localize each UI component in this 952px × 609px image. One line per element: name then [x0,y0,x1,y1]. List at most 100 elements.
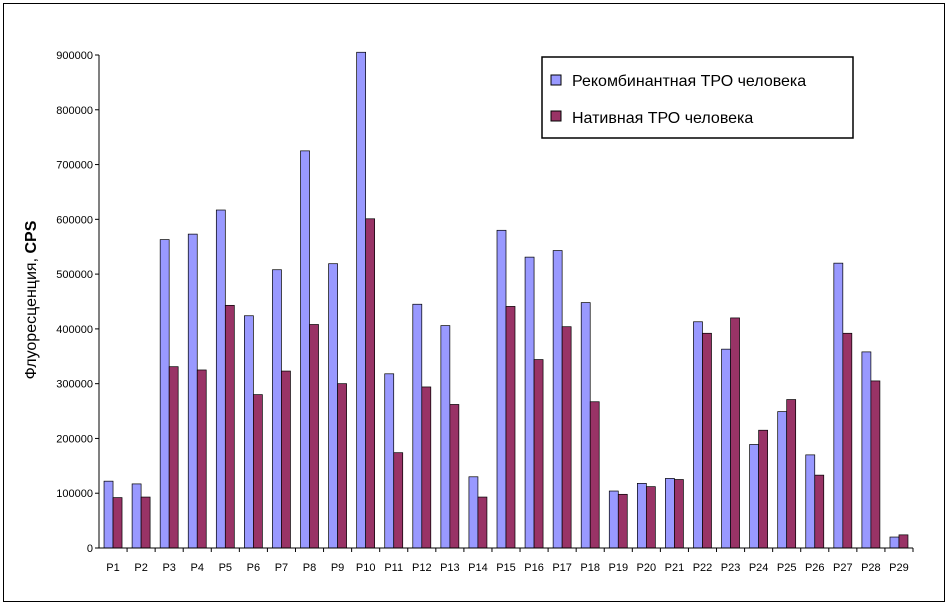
x-category-label: P23 [721,562,741,574]
bar-recombinant-P19 [608,490,619,549]
x-category-label: P15 [496,562,516,574]
bar-recombinant-P27 [833,262,844,549]
y-tick-label: 300000 [56,379,93,391]
x-category-label: P3 [162,562,175,574]
bar-recombinant-P22 [693,321,703,549]
x-axis-categories: P1 P2 P3 P4 P5 P6 P7 P8 P9 P10 P11 P12 P13 P14 P15 P16 P… [106,548,914,574]
bar-native-P3 [168,366,179,549]
x-category-label: P10 [356,562,376,574]
x-category-label: P12 [412,562,432,574]
bar-recombinant-P13 [440,325,451,549]
x-category-label: P20 [637,562,657,574]
bar-recombinant-P12 [412,303,423,549]
bar-recombinant-P10 [356,51,367,549]
x-category-label: P11 [384,562,403,574]
x-category-label: P22 [693,562,713,574]
bar-native-P17 [561,326,572,549]
y-tick-label: 0 [87,543,93,555]
y-tick-label: 800000 [56,105,93,117]
bar-recombinant-P1 [103,480,114,549]
y-tick-label: 500000 [56,269,93,281]
x-category-label: P26 [805,562,825,574]
y-tick-label: 200000 [56,433,93,445]
x-category-label: P8 [303,562,316,574]
bar-recombinant-P26 [805,454,816,549]
bar-recombinant-P28 [861,351,872,549]
bar-recombinant-P23 [721,348,731,549]
x-category-label: P25 [777,562,797,574]
x-category-label: P17 [552,562,572,574]
x-category-label: P13 [440,562,460,574]
bar-native-P11 [393,452,404,549]
legend-swatch-native [550,110,562,122]
bar-recombinant-P8 [300,150,310,549]
x-category-label: P16 [524,562,544,574]
bar-native-P20 [645,486,656,549]
bar-native-P5 [224,304,235,549]
legend-swatch-recombinant [550,74,562,86]
bar-recombinant-P9 [328,263,338,549]
bar-recombinant-P6 [244,315,254,549]
bar-native-P27 [842,332,853,549]
bar-native-P25 [786,399,797,549]
bar-native-P23 [730,317,740,549]
bar-native-P6 [253,394,263,549]
bar-recombinant-P4 [187,233,198,549]
bar-recombinant-P11 [384,373,395,549]
y-axis-ticks: 0 100000 200000 300000 400000 500000 600000 700… [56,50,99,555]
bar-native-P12 [421,386,432,549]
bar-native-P18 [589,401,600,549]
x-category-label: P27 [833,562,853,574]
bar-native-P21 [674,479,684,549]
bar-native-P1 [112,497,123,549]
legend-box [541,56,854,139]
bar-recombinant-P7 [272,269,282,549]
bar-native-P16 [533,359,544,549]
legend-label-native: Нативная ТРО человека [572,110,753,127]
x-category-label: P19 [608,562,628,574]
x-category-label: P28 [861,562,881,574]
bar-recombinant-P21 [665,478,675,549]
y-tick-label: 700000 [56,160,93,172]
legend: Рекомбинантная ТРО человека Нативная ТРО… [541,56,854,139]
bar-recombinant-P15 [496,229,507,549]
bar-native-P2 [140,496,151,549]
bar-native-P28 [870,380,881,549]
bar-recombinant-P5 [215,209,226,549]
bar-native-P4 [196,369,207,549]
bar-recombinant-P25 [777,411,788,549]
bar-native-P24 [758,429,768,549]
bar-recombinant-P24 [749,444,759,549]
bar-recombinant-P14 [468,476,479,549]
bar-native-P13 [449,404,460,549]
x-category-label: P4 [191,562,204,574]
bar-native-P29 [898,534,909,549]
x-category-label: P5 [219,562,232,574]
legend-label-recombinant: Рекомбинантная ТРО человека [572,73,806,90]
bar-recombinant-P16 [524,256,535,549]
x-category-label: P18 [580,562,600,574]
y-axis-label: Флуоресценция, CPS [23,220,40,379]
bar-recombinant-P3 [159,239,170,549]
bar-native-P10 [365,218,376,549]
x-category-label: P1 [106,562,119,574]
bar-native-P8 [309,324,319,549]
bar-recombinant-P18 [580,302,591,549]
y-tick-label: 600000 [56,214,93,226]
x-category-label: P2 [134,562,147,574]
y-tick-label: 100000 [56,488,93,500]
x-category-label: P6 [247,562,260,574]
x-category-label: P14 [468,562,488,574]
bar-native-P19 [617,493,628,549]
x-category-label: P7 [275,562,288,574]
bar-native-P7 [281,370,291,549]
bar-recombinant-P20 [636,483,647,549]
bars [103,51,909,549]
x-category-label: P29 [889,562,909,574]
bar-recombinant-P17 [552,250,563,549]
x-category-label: P24 [749,562,769,574]
bar-native-P15 [505,306,516,549]
bar-native-P22 [702,332,712,549]
y-tick-label: 900000 [56,50,93,62]
